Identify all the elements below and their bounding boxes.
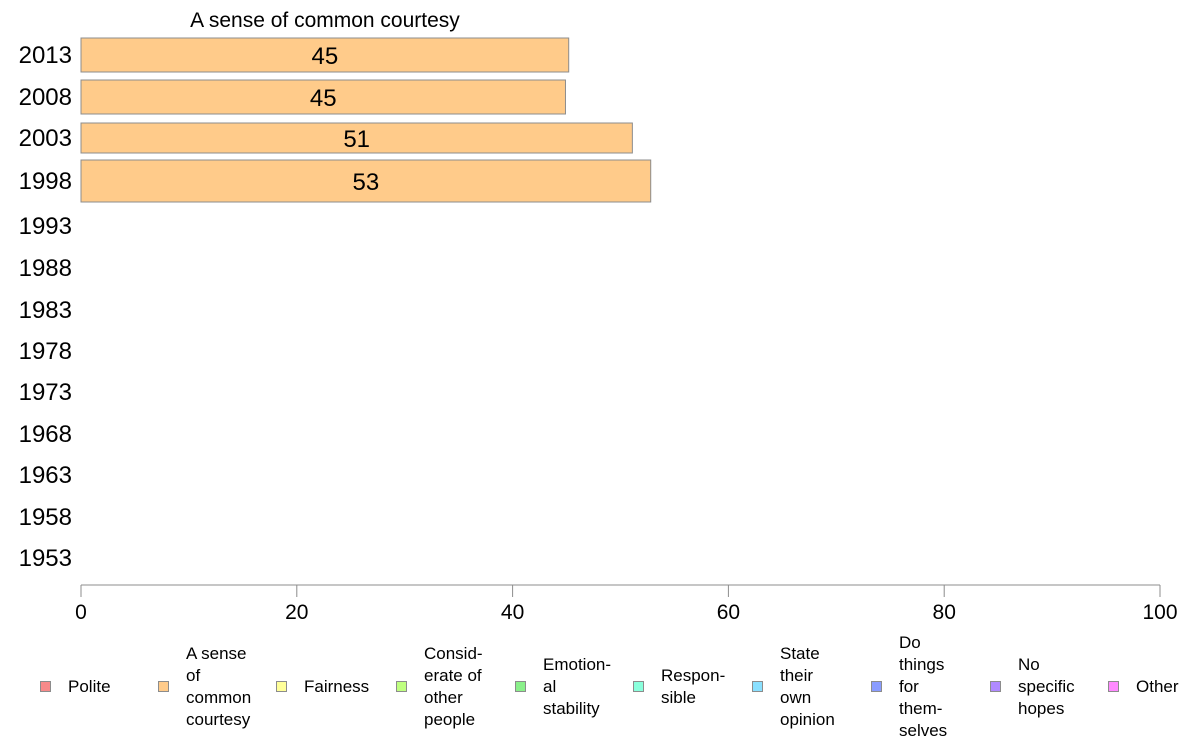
bar [80,122,633,154]
legend-swatch [396,681,407,692]
y-tick-label: 1998 [19,168,72,195]
legend-swatch [752,681,763,692]
legend-label: Fairness [304,677,370,696]
y-tick-label: 2003 [19,125,72,152]
y-tick-label: 1988 [19,255,72,282]
legend-swatch [633,681,644,692]
legend-swatch [1108,681,1119,692]
legend-label: State their own opinion [780,644,835,729]
y-tick-label: 2008 [19,84,72,111]
legend-label: Do things for them- selves [899,633,948,736]
y-tick-label: 1968 [19,421,72,448]
legend-swatch [276,681,287,692]
chart-title: A sense of common courtesy [190,9,460,32]
y-tick-label: 1993 [19,213,72,240]
x-tick-label: 60 [717,601,740,624]
y-tick-label: 1983 [19,297,72,324]
legend-swatch [158,681,169,692]
x-tick-label: 80 [933,601,956,624]
y-tick-label: 2013 [19,42,72,69]
legend-label: Emotion- al stability [543,655,612,718]
bar [80,37,570,73]
x-tick-label: 0 [75,601,87,624]
bar [80,79,566,115]
y-tick-label: 1978 [19,338,72,365]
x-tick-label: 40 [501,601,524,624]
y-tick-label: 1958 [19,504,72,531]
bar-value-label: 45 [312,43,339,70]
bar-value-label: 51 [343,126,370,153]
x-tick-label: 20 [285,601,308,624]
bar-chart: A sense of common courtesy 2013 2008 2003 19… [19,9,1178,624]
legend-label: Consid- erate of other people [424,644,483,729]
bar [80,159,652,203]
y-tick-label: 1963 [19,462,72,489]
legend-label: Other [1136,677,1179,696]
bar-value-label: 53 [353,169,380,196]
x-tick-label: 100 [1142,601,1177,624]
legend: Polite A sense of common courtesy Fairness… [0,633,1188,736]
legend-label: Polite [68,677,111,696]
legend-label: No specific hopes [1018,655,1075,718]
legend-swatch [990,681,1001,692]
bar-value-label: 45 [310,85,337,112]
legend-label: Respon- sible [661,666,726,707]
legend-swatch [40,681,51,692]
y-tick-label: 1973 [19,379,72,406]
legend-label: A sense of common courtesy [186,644,252,729]
legend-swatch [515,681,526,692]
legend-swatch [871,681,882,692]
y-tick-label: 1953 [19,545,72,572]
